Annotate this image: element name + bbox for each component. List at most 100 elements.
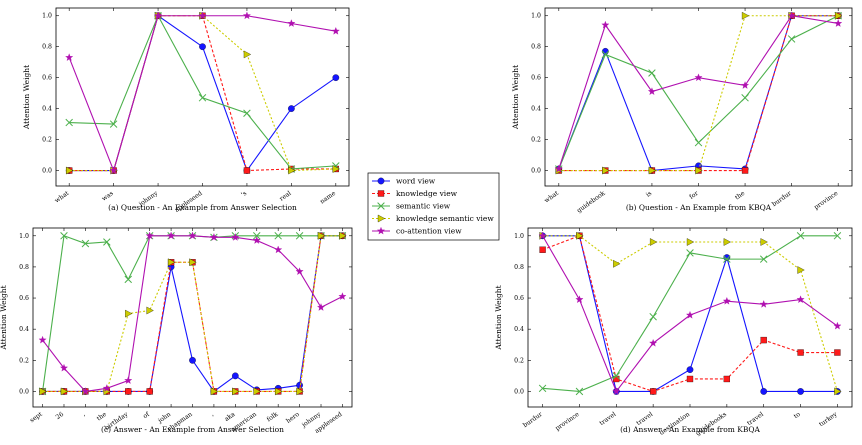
data-point [243, 167, 251, 174]
x-tick-label: turkey [818, 411, 839, 429]
data-point [833, 232, 842, 240]
y-tick-label: 0.0 [19, 388, 29, 395]
data-point [797, 388, 804, 395]
series-word [39, 232, 346, 395]
data-point [834, 349, 841, 356]
data-point [65, 118, 73, 127]
y-tick-label: 0.2 [531, 137, 541, 144]
x-tick-label: for [688, 190, 699, 201]
data-point [787, 11, 796, 20]
data-point [648, 166, 657, 175]
data-point [554, 164, 563, 173]
data-point [288, 105, 295, 112]
x-tick-label: of [142, 410, 152, 420]
x-tick-label: aka [223, 411, 236, 423]
x-tick-label: guidebook [576, 190, 607, 215]
data-point [602, 166, 610, 175]
data-point [253, 387, 261, 396]
series-word [555, 12, 842, 174]
series-line [69, 14, 337, 172]
data-point [189, 356, 196, 364]
data-point [287, 19, 296, 27]
data-point [103, 238, 111, 246]
data-point [649, 312, 657, 321]
panel-caption: (d) Answer - An Example from KBQA [620, 425, 760, 434]
x-tick-label: john [156, 411, 172, 425]
data-point [242, 11, 251, 20]
y-axis-label: Attention Weight [22, 65, 31, 130]
y-tick-label: 1.0 [42, 13, 52, 20]
data-point [60, 232, 68, 240]
y-tick-label: 0.6 [42, 75, 52, 82]
y-tick-label: 0.0 [514, 388, 524, 395]
data-point [288, 166, 296, 175]
plot-frame [32, 227, 353, 408]
x-tick-label: the [734, 190, 747, 202]
data-point [198, 94, 207, 102]
legend-label: word view [396, 177, 436, 186]
series-semantic [538, 232, 842, 396]
data-point [835, 11, 843, 20]
y-tick-label: 0.4 [531, 106, 541, 113]
y-tick-label: 0.2 [42, 137, 52, 144]
data-point [760, 336, 767, 344]
data-point [722, 296, 731, 305]
x-tick-label: real [278, 190, 292, 203]
data-point [125, 309, 133, 318]
data-point [198, 11, 207, 20]
y-tick-label: 0.0 [42, 168, 52, 175]
data-point [109, 120, 118, 128]
data-point [796, 232, 805, 240]
data-point [332, 74, 340, 82]
x-tick-label: what [54, 190, 71, 205]
data-point [66, 166, 74, 175]
series-line [558, 15, 839, 170]
series-co [65, 11, 340, 174]
y-tick-label: 0.6 [531, 75, 541, 82]
data-point [339, 231, 347, 240]
data-point [331, 26, 340, 35]
data-point [124, 376, 133, 384]
y-tick-label: 0.8 [19, 264, 29, 271]
data-point [694, 138, 703, 147]
data-point [109, 166, 118, 174]
data-point [575, 387, 584, 396]
series-word [65, 12, 340, 174]
data-point [252, 236, 261, 244]
panel-caption: (c) Answer - An Example from Answer Sele… [101, 425, 284, 434]
data-point [797, 349, 804, 356]
data-point [296, 387, 304, 396]
data-point [694, 73, 703, 82]
data-point [612, 387, 621, 395]
data-point [60, 387, 69, 396]
legend-entry-co: co-attention view [372, 227, 462, 236]
data-point [613, 259, 621, 268]
panel-b: 0.0 0.2 0.4 0.6 0.8 1.0 what guidebook is for the b… [511, 7, 853, 215]
series-semantic [65, 11, 340, 173]
data-point [274, 245, 283, 254]
data-point [317, 231, 326, 240]
y-tick-label: 0.4 [19, 326, 29, 333]
data-point [741, 167, 749, 174]
legend-label: knowledge view [396, 189, 458, 198]
data-point [686, 366, 694, 373]
data-point [275, 387, 283, 396]
x-tick-label: name [319, 190, 337, 206]
x-tick-label: the [96, 411, 109, 423]
series-line [69, 14, 336, 170]
data-point [199, 43, 206, 51]
data-point [741, 94, 749, 102]
plot-frame [544, 7, 853, 187]
y-tick-label: 0.6 [514, 295, 524, 302]
y-tick-label: 0.4 [42, 106, 52, 113]
data-point [647, 87, 656, 96]
data-point [189, 258, 197, 267]
legend-entry-word: word view [372, 177, 436, 186]
series-line [68, 15, 336, 173]
data-point [167, 258, 176, 267]
y-tick-label: 0.8 [514, 264, 524, 271]
data-point [796, 295, 805, 304]
